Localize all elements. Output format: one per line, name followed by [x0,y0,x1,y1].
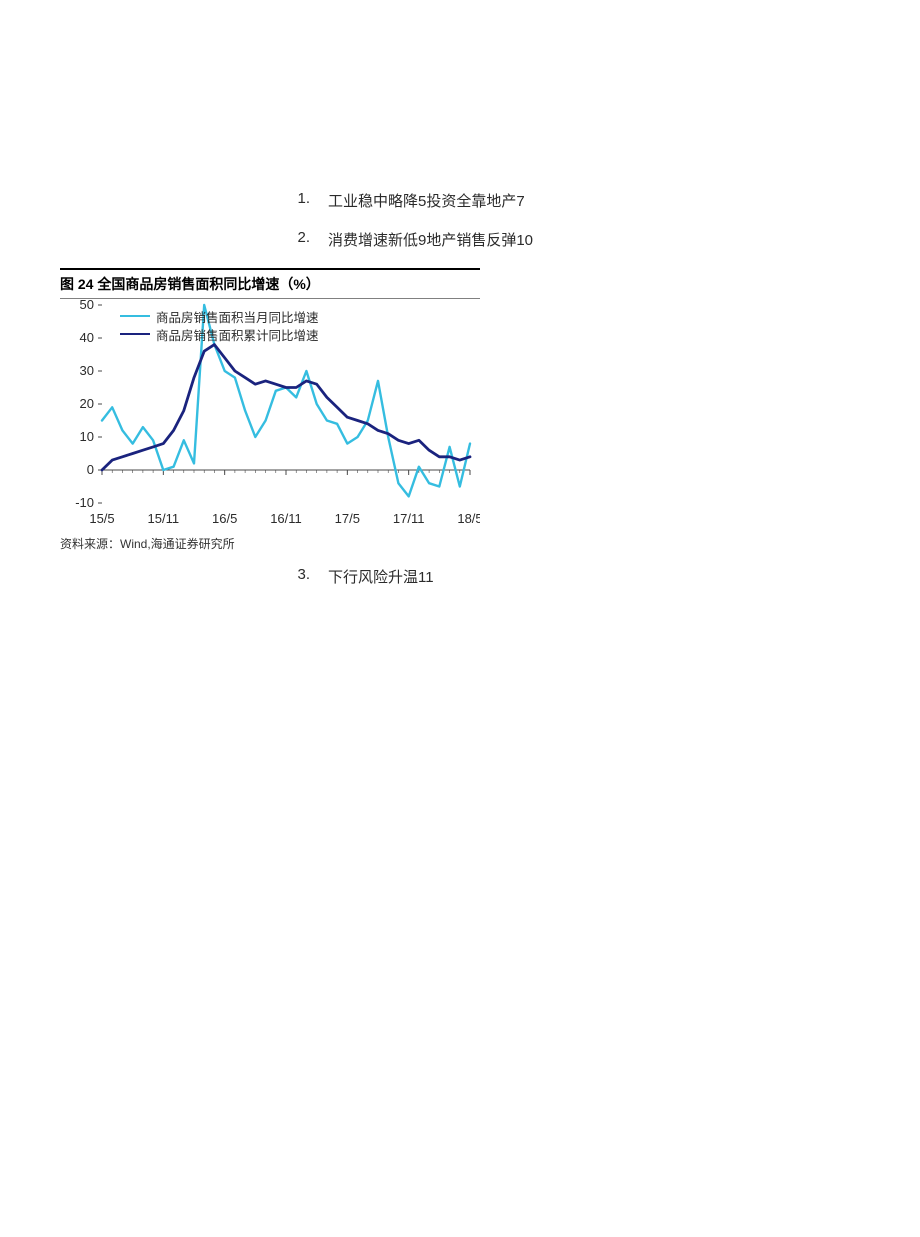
svg-text:16/11: 16/11 [270,511,302,526]
svg-text:30: 30 [80,363,94,378]
toc-item-after: 3. 下行风险升温11 [280,566,920,587]
page: 1. 工业稳中略降5投资全靠地产7 2. 消费增速新低9地产销售反弹10 图 2… [0,0,920,1237]
svg-text:40: 40 [80,330,94,345]
svg-text:0: 0 [87,462,94,477]
figure-24: 图 24 全国商品房销售面积同比增速（%） 商品房销售面积当月同比增速 商品房销… [60,268,480,552]
toc-item-number: 3. [280,566,310,587]
toc-item-number: 1. [280,190,310,211]
svg-text:-10: -10 [75,495,94,510]
svg-text:10: 10 [80,429,94,444]
line-chart: 商品房销售面积当月同比增速 商品房销售面积累计同比增速 -10 0 10 20 30 40… [60,299,480,529]
svg-text:17/5: 17/5 [335,511,360,526]
legend-swatch [120,315,150,317]
figure-title: 图 24 全国商品房销售面积同比增速（%） [60,268,480,299]
svg-text:15/5: 15/5 [89,511,114,526]
chart-legend: 商品房销售面积当月同比增速 商品房销售面积累计同比增速 [120,307,319,343]
toc-item-text: 工业稳中略降5投资全靠地产7 [328,190,525,211]
svg-text:50: 50 [80,299,94,312]
toc-item-number: 2. [280,229,310,250]
legend-label: 商品房销售面积当月同比增速 [156,307,319,326]
toc-item: 2. 消费增速新低9地产销售反弹10 [280,229,920,250]
legend-swatch [120,333,150,335]
svg-text:15/11: 15/11 [148,511,180,526]
legend-item: 商品房销售面积累计同比增速 [120,325,319,343]
toc-item: 3. 下行风险升温11 [280,566,920,587]
svg-text:20: 20 [80,396,94,411]
legend-label: 商品房销售面积累计同比增速 [156,325,319,344]
svg-text:16/5: 16/5 [212,511,237,526]
toc-item-text: 消费增速新低9地产销售反弹10 [328,229,533,250]
toc-item: 1. 工业稳中略降5投资全靠地产7 [280,190,920,211]
toc-list: 1. 工业稳中略降5投资全靠地产7 2. 消费增速新低9地产销售反弹10 [280,190,920,250]
legend-item: 商品房销售面积当月同比增速 [120,307,319,325]
svg-text:17/11: 17/11 [393,511,425,526]
toc-item-text: 下行风险升温11 [328,566,434,587]
figure-source: 资料来源：Wind,海通证券研究所 [60,535,480,552]
svg-text:18/5: 18/5 [457,511,480,526]
